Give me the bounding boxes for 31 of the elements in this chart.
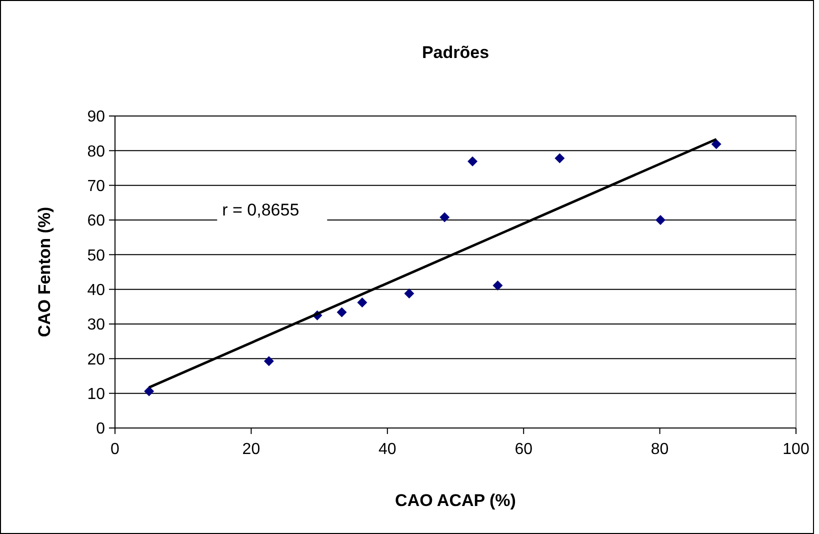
x-tick-label: 0 [110, 441, 120, 458]
point [440, 212, 450, 222]
point [144, 386, 154, 396]
y-tick-label: 70 [87, 178, 106, 195]
point [264, 356, 274, 366]
y-tick-label: 60 [87, 212, 106, 230]
point [404, 288, 414, 298]
point [357, 298, 368, 308]
y-axis-title: CAO Fenton (%) [35, 206, 54, 338]
x-axis-title: CAO ACAP (%) [395, 491, 516, 510]
y-tick-label: 30 [87, 316, 106, 334]
annotation: r = 0,8655 [222, 200, 300, 220]
y-tick-label: 90 [87, 108, 106, 126]
x-tick-label: 60 [514, 441, 533, 458]
y-tick-label: 10 [87, 386, 106, 403]
point [468, 156, 478, 166]
point [711, 139, 722, 150]
chart-title: Padrões [422, 43, 490, 62]
y-tick-label: 80 [87, 143, 106, 160]
x-tick-label: 100 [782, 441, 810, 458]
point [554, 153, 565, 164]
x-tick-label: 80 [650, 441, 669, 458]
y-tick-label: 40 [87, 282, 106, 299]
x-tick-label: 40 [378, 441, 396, 458]
x-tick-label: 20 [242, 441, 260, 458]
y-tick-label: 20 [87, 351, 106, 368]
point [336, 307, 347, 318]
point [655, 215, 666, 225]
point [492, 280, 503, 291]
y-tick-label: 0 [96, 420, 106, 438]
y-tick-label: 50 [87, 247, 106, 264]
